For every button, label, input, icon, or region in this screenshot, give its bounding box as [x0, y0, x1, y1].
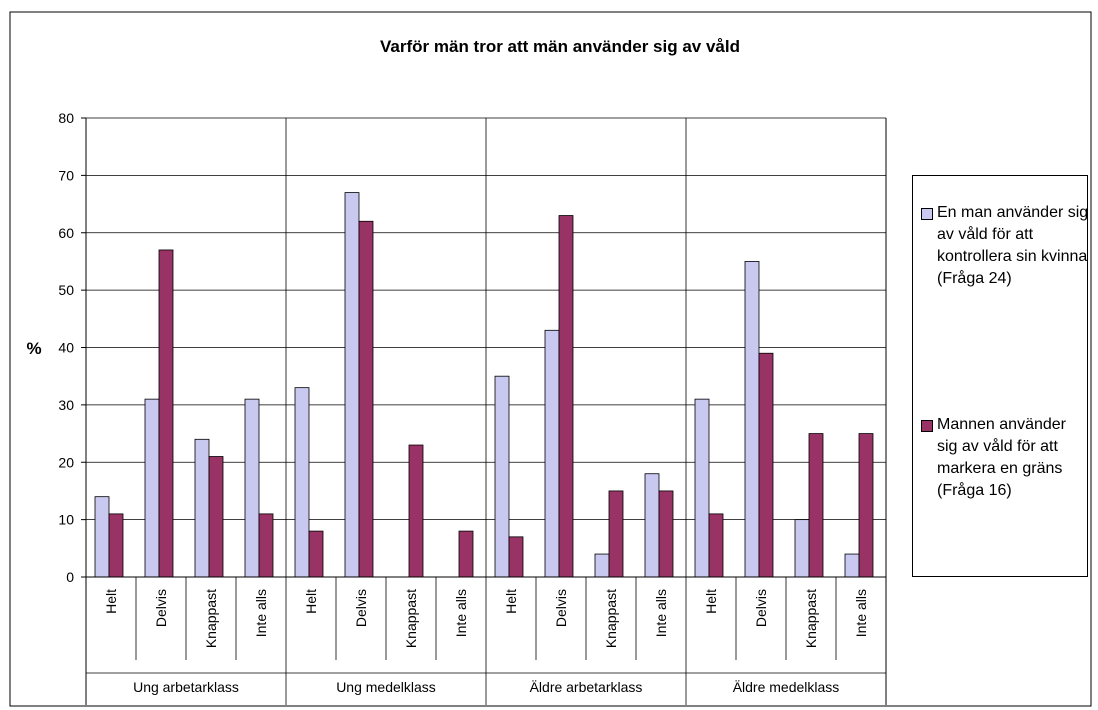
x-tick-label: Knappast — [403, 589, 419, 648]
x-tick-label: Inte alls — [653, 589, 669, 637]
bar — [108, 513, 124, 578]
bar — [858, 433, 874, 578]
x-tick-label: Delvis — [353, 589, 369, 627]
legend-swatch — [921, 420, 933, 432]
x-tick-label: Knappast — [603, 589, 619, 648]
legend-label: En man använder sig av våld för att kont… — [937, 204, 1089, 287]
bar — [194, 438, 210, 578]
bar — [844, 553, 860, 578]
x-tick-label: Delvis — [553, 589, 569, 627]
bar — [808, 433, 824, 578]
y-tick-label: 70 — [58, 167, 74, 183]
bar — [708, 513, 724, 578]
bar — [508, 536, 524, 578]
y-tick-label: 60 — [58, 225, 74, 241]
bar — [344, 192, 360, 578]
chart-title: Varför män tror att män använder sig av … — [380, 37, 740, 56]
x-tick-label: Helt — [503, 589, 519, 614]
x-tick-label: Inte alls — [453, 589, 469, 637]
bar — [558, 215, 574, 578]
group-label: Äldre medelklass — [733, 679, 840, 695]
y-axis-label: % — [26, 339, 41, 358]
y-tick-label: 80 — [58, 110, 74, 126]
legend-entry: Mannen använder sig av våld för att mark… — [921, 414, 1089, 502]
x-tick-label: Knappast — [803, 589, 819, 648]
x-tick-label: Knappast — [203, 589, 219, 648]
y-tick-label: 40 — [58, 340, 74, 356]
bar — [294, 387, 310, 578]
bar — [758, 352, 774, 578]
bar — [144, 398, 160, 578]
x-tick-label: Inte alls — [853, 589, 869, 637]
x-tick-label: Inte alls — [253, 589, 269, 637]
bar — [158, 249, 174, 578]
bar — [644, 473, 660, 578]
x-tick-label: Delvis — [153, 589, 169, 627]
bar — [358, 220, 374, 578]
y-tick-label: 0 — [66, 569, 74, 585]
bar — [608, 490, 624, 578]
bar — [258, 513, 274, 578]
group-label: Ung medelklass — [336, 679, 436, 695]
y-tick-label: 20 — [58, 454, 74, 470]
bar — [208, 456, 224, 578]
x-tick-label: Delvis — [753, 589, 769, 627]
bar — [544, 329, 560, 578]
group-label: Äldre arbetarklass — [530, 679, 643, 695]
x-tick-label: Helt — [303, 589, 319, 614]
legend-swatch — [921, 208, 933, 220]
bar — [744, 261, 760, 578]
y-tick-label: 10 — [58, 512, 74, 528]
x-tick-label: Helt — [103, 589, 119, 614]
bar — [308, 530, 324, 578]
x-tick-label: Helt — [703, 589, 719, 614]
group-label: Ung arbetarklass — [133, 679, 239, 695]
bar — [494, 375, 510, 578]
bar — [458, 530, 474, 578]
bar — [594, 553, 610, 578]
bar — [658, 490, 674, 578]
bar — [794, 519, 810, 578]
bar — [94, 496, 110, 578]
bar — [694, 398, 710, 578]
legend: En man använder sig av våld för att kont… — [912, 175, 1088, 577]
bar — [408, 444, 424, 578]
y-tick-label: 30 — [58, 397, 74, 413]
legend-entry: En man använder sig av våld för att kont… — [921, 202, 1089, 290]
y-tick-label: 50 — [58, 282, 74, 298]
legend-label: Mannen använder sig av våld för att mark… — [937, 416, 1066, 499]
bar — [244, 398, 260, 578]
